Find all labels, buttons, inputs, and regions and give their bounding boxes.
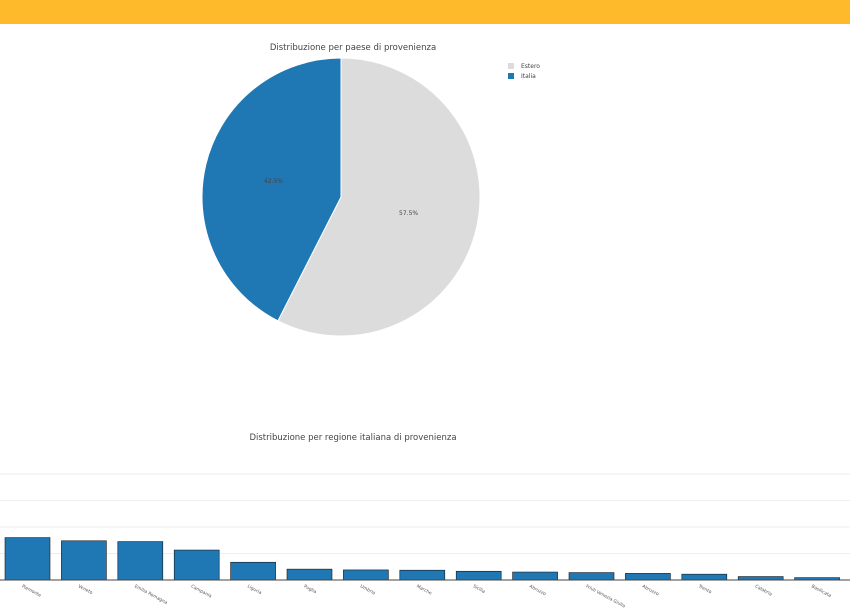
pie-slice-label-italia: 42.5%	[264, 178, 283, 185]
bar-tick-label: Umbria	[359, 583, 377, 596]
legend-label-italia: Italia	[521, 72, 536, 80]
bar-piemonte[interactable]	[4, 537, 51, 581]
legend-item-estero[interactable]: Estero	[508, 61, 540, 71]
pie-slice-italia[interactable]	[201, 57, 342, 322]
bar-veneto[interactable]	[61, 540, 107, 581]
bar-umbria[interactable]	[343, 569, 389, 581]
bar-tick-label: Basilicata	[810, 583, 832, 599]
bar-tick-label: Abruzzo	[528, 583, 547, 597]
pie-legend[interactable]: Estero Italia	[508, 61, 540, 81]
bar-abruzzo[interactable]	[625, 573, 671, 581]
legend-item-italia[interactable]: Italia	[508, 71, 540, 81]
bar-tick-label: Marche	[415, 583, 433, 596]
bar-marche[interactable]	[399, 569, 446, 581]
bar-tick-label: Abruzzo	[641, 583, 660, 597]
pie-chart-title: Distribuzione per paese di provenienza	[269, 43, 437, 53]
legend-label-estero: Estero	[521, 62, 540, 70]
bar-puglia[interactable]	[286, 568, 333, 581]
bar-abruzzo[interactable]	[512, 571, 558, 581]
bar-liguria[interactable]	[230, 561, 276, 581]
bar-tick-label: Liguria	[246, 583, 263, 596]
bar-emilia-romagna[interactable]	[117, 541, 164, 581]
bar-tick-label: Friuli Venezia Giulia	[585, 583, 627, 609]
legend-swatch-estero	[508, 63, 514, 69]
bar-friuli-venezia-giulia[interactable]	[568, 572, 615, 581]
pie-slice-label-estero: 57.5%	[399, 210, 418, 217]
bar-tick-label: Campania	[190, 583, 213, 599]
bar-calabria[interactable]	[737, 576, 784, 581]
legend-swatch-italia	[508, 73, 514, 79]
bar-campania[interactable]	[173, 549, 220, 581]
bar-tick-label: Emilia Romagna	[133, 583, 168, 606]
bar-trento[interactable]	[681, 573, 728, 581]
bar-tick-label: Calabria	[754, 583, 773, 597]
bar-tick-label: Sicilia	[472, 583, 487, 595]
bar-tick-label: Puglia	[303, 583, 318, 595]
bar-sicilia[interactable]	[455, 570, 502, 581]
pie-slice-estero[interactable]	[277, 57, 481, 337]
top-banner	[0, 0, 850, 24]
bar-tick-label: Veneto	[77, 583, 94, 596]
bar-chart-title: Distribuzione per regione italiana di pr…	[249, 433, 457, 443]
bar-tick-label: Trento	[696, 583, 712, 595]
bar-tick-label: Piemonte	[21, 583, 43, 598]
